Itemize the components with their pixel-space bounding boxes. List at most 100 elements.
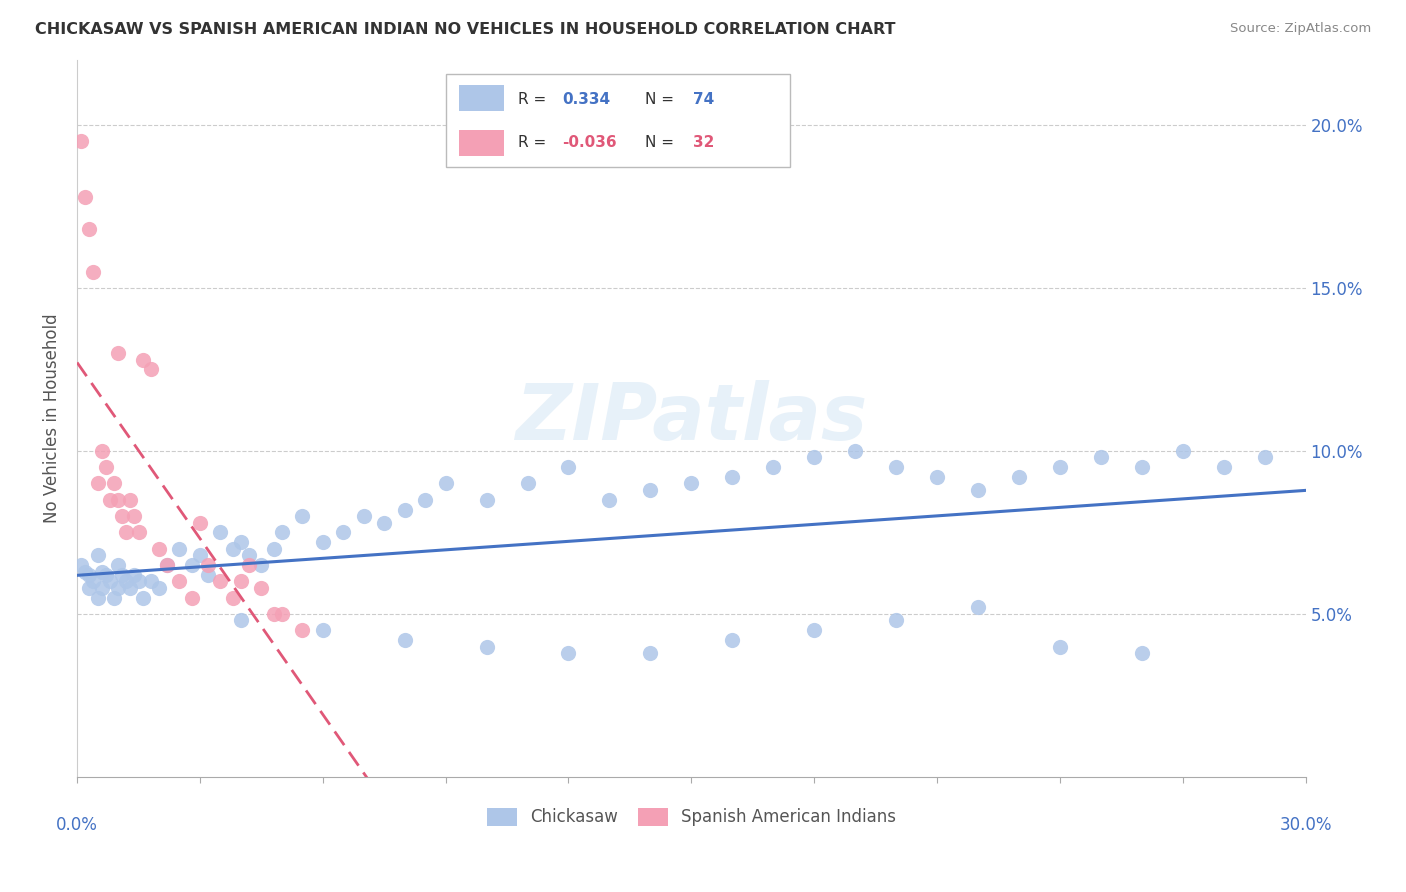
Point xyxy=(169,574,191,589)
Point xyxy=(111,567,134,582)
Point xyxy=(148,581,170,595)
Point xyxy=(221,541,243,556)
Point xyxy=(413,492,436,507)
Point xyxy=(373,516,395,530)
Point xyxy=(209,525,232,540)
Point xyxy=(86,591,108,605)
Point xyxy=(1049,640,1071,654)
Point xyxy=(270,607,292,621)
Point xyxy=(70,134,93,148)
Point xyxy=(516,476,538,491)
Point xyxy=(139,362,162,376)
Point xyxy=(967,600,990,615)
Point xyxy=(394,632,416,647)
Point xyxy=(762,460,785,475)
Point xyxy=(1130,460,1153,475)
Point xyxy=(803,450,825,465)
Point xyxy=(107,581,129,595)
Point xyxy=(188,548,211,562)
Point xyxy=(925,470,948,484)
Y-axis label: No Vehicles in Household: No Vehicles in Household xyxy=(44,313,60,523)
Text: 30.0%: 30.0% xyxy=(1279,816,1331,834)
Point xyxy=(238,558,260,572)
Point xyxy=(312,624,335,638)
Point xyxy=(90,443,112,458)
Point xyxy=(90,565,112,579)
Point xyxy=(156,558,179,572)
Point xyxy=(475,640,498,654)
Point xyxy=(1090,450,1112,465)
Point xyxy=(115,525,138,540)
Point xyxy=(1130,646,1153,660)
Point xyxy=(1171,443,1194,458)
Point xyxy=(131,352,153,367)
Point xyxy=(681,476,703,491)
Point xyxy=(263,541,285,556)
Point xyxy=(79,222,101,236)
Point xyxy=(721,470,744,484)
Point xyxy=(82,264,104,278)
Point xyxy=(131,591,153,605)
Point xyxy=(967,483,990,497)
Point xyxy=(884,460,907,475)
Point xyxy=(229,535,252,549)
Point xyxy=(640,483,662,497)
Point xyxy=(1008,470,1031,484)
Point xyxy=(94,460,117,475)
Point xyxy=(107,346,129,360)
Point xyxy=(128,574,150,589)
Point xyxy=(94,567,117,582)
Point xyxy=(1253,450,1275,465)
Point xyxy=(103,591,125,605)
Point xyxy=(557,460,579,475)
Point xyxy=(312,535,335,549)
Point xyxy=(75,565,97,579)
Point xyxy=(1049,460,1071,475)
Point xyxy=(884,614,907,628)
Point xyxy=(557,646,579,660)
Point xyxy=(86,548,108,562)
Point xyxy=(1212,460,1234,475)
Point xyxy=(844,443,866,458)
Point xyxy=(139,574,162,589)
Point xyxy=(221,591,243,605)
Point xyxy=(124,567,146,582)
Point xyxy=(111,509,134,524)
Point xyxy=(238,548,260,562)
Point xyxy=(475,492,498,507)
Point xyxy=(82,574,104,589)
Point xyxy=(197,567,219,582)
Point xyxy=(394,502,416,516)
Point xyxy=(332,525,354,540)
Point xyxy=(229,574,252,589)
Text: Source: ZipAtlas.com: Source: ZipAtlas.com xyxy=(1230,22,1371,36)
Point xyxy=(291,624,314,638)
Text: CHICKASAW VS SPANISH AMERICAN INDIAN NO VEHICLES IN HOUSEHOLD CORRELATION CHART: CHICKASAW VS SPANISH AMERICAN INDIAN NO … xyxy=(35,22,896,37)
Point xyxy=(103,476,125,491)
Point xyxy=(250,581,273,595)
Point xyxy=(79,581,101,595)
Point xyxy=(598,492,620,507)
Point xyxy=(180,558,202,572)
Point xyxy=(115,574,138,589)
Point xyxy=(124,509,146,524)
Point xyxy=(75,189,97,203)
Point xyxy=(156,558,179,572)
Point xyxy=(90,581,112,595)
Point xyxy=(640,646,662,660)
Point xyxy=(188,516,211,530)
Point xyxy=(250,558,273,572)
Point xyxy=(353,509,375,524)
Point xyxy=(79,567,101,582)
Point xyxy=(263,607,285,621)
Point xyxy=(107,558,129,572)
Point xyxy=(148,541,170,556)
Point xyxy=(120,492,142,507)
Point xyxy=(180,591,202,605)
Point xyxy=(197,558,219,572)
Point xyxy=(128,525,150,540)
Text: ZIPatlas: ZIPatlas xyxy=(515,380,868,457)
Point xyxy=(70,558,93,572)
Legend: Chickasaw, Spanish American Indians: Chickasaw, Spanish American Indians xyxy=(479,801,903,833)
Point xyxy=(86,476,108,491)
